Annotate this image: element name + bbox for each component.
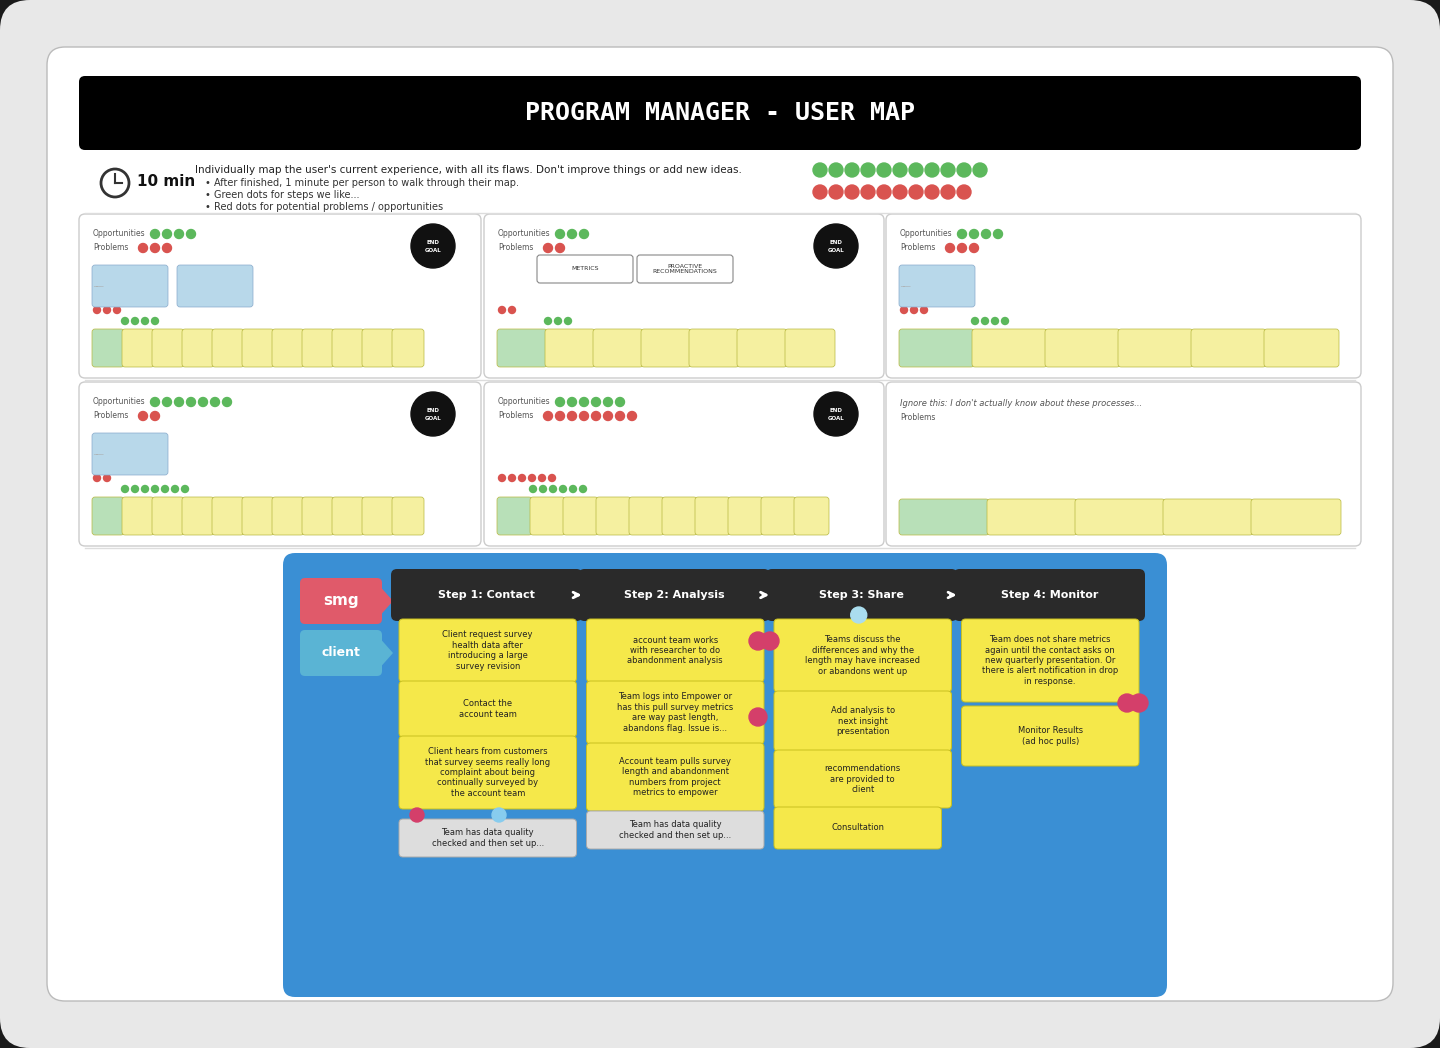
FancyBboxPatch shape xyxy=(986,499,1077,534)
Text: GOAL: GOAL xyxy=(828,415,844,420)
Circle shape xyxy=(940,163,955,177)
Text: END: END xyxy=(426,240,439,244)
FancyBboxPatch shape xyxy=(596,497,631,534)
FancyBboxPatch shape xyxy=(333,329,364,367)
FancyBboxPatch shape xyxy=(586,619,765,682)
Circle shape xyxy=(114,306,121,313)
Circle shape xyxy=(187,397,196,407)
Circle shape xyxy=(104,475,111,481)
Circle shape xyxy=(104,306,111,313)
FancyBboxPatch shape xyxy=(79,383,481,546)
FancyBboxPatch shape xyxy=(641,329,691,367)
Text: END: END xyxy=(829,408,842,413)
Text: client: client xyxy=(321,647,360,659)
Circle shape xyxy=(138,412,147,420)
Circle shape xyxy=(909,163,923,177)
Text: GOAL: GOAL xyxy=(425,247,442,253)
FancyBboxPatch shape xyxy=(242,497,274,534)
Circle shape xyxy=(121,485,128,493)
Text: Team has data quality
checked and then set up...: Team has data quality checked and then s… xyxy=(432,828,544,848)
Circle shape xyxy=(615,412,625,420)
FancyBboxPatch shape xyxy=(272,497,304,534)
FancyBboxPatch shape xyxy=(899,265,975,307)
Circle shape xyxy=(749,632,768,650)
FancyBboxPatch shape xyxy=(92,265,168,307)
Circle shape xyxy=(199,397,207,407)
Circle shape xyxy=(910,306,917,313)
Text: ___: ___ xyxy=(94,281,104,287)
Circle shape xyxy=(982,230,991,239)
FancyBboxPatch shape xyxy=(579,569,770,621)
Circle shape xyxy=(861,163,876,177)
FancyBboxPatch shape xyxy=(79,214,481,378)
FancyBboxPatch shape xyxy=(760,497,796,534)
FancyBboxPatch shape xyxy=(272,329,304,367)
Circle shape xyxy=(549,475,556,481)
Circle shape xyxy=(94,475,101,481)
FancyBboxPatch shape xyxy=(662,497,697,534)
FancyBboxPatch shape xyxy=(333,497,364,534)
Text: GOAL: GOAL xyxy=(425,415,442,420)
Circle shape xyxy=(151,318,158,325)
Text: Client hears from customers
that survey seems really long
complaint about being
: Client hears from customers that survey … xyxy=(425,747,550,798)
Circle shape xyxy=(1001,318,1008,325)
Text: GOAL: GOAL xyxy=(828,247,844,253)
Circle shape xyxy=(829,185,842,199)
Circle shape xyxy=(592,397,600,407)
Circle shape xyxy=(171,485,179,493)
FancyBboxPatch shape xyxy=(122,497,154,534)
Text: • Green dots for steps we like...: • Green dots for steps we like... xyxy=(204,190,360,200)
Circle shape xyxy=(210,397,219,407)
FancyBboxPatch shape xyxy=(484,214,884,378)
Text: Individually map the user's current experience, with all its flaws. Don't improv: Individually map the user's current expe… xyxy=(194,165,742,175)
Text: Step 4: Monitor: Step 4: Monitor xyxy=(1001,590,1097,601)
Circle shape xyxy=(410,808,423,822)
Circle shape xyxy=(131,318,138,325)
Circle shape xyxy=(992,318,998,325)
Circle shape xyxy=(814,185,827,199)
Circle shape xyxy=(567,397,576,407)
Circle shape xyxy=(508,475,516,481)
Text: Team does not share metrics
again until the contact asks on
new quarterly presen: Team does not share metrics again until … xyxy=(982,635,1119,685)
Text: Opportunities: Opportunities xyxy=(900,230,953,239)
Text: Contact the
account team: Contact the account team xyxy=(459,699,517,719)
Circle shape xyxy=(909,185,923,199)
Circle shape xyxy=(924,163,939,177)
FancyBboxPatch shape xyxy=(537,255,634,283)
FancyBboxPatch shape xyxy=(92,329,124,367)
Circle shape xyxy=(151,243,160,253)
Circle shape xyxy=(498,306,505,313)
FancyBboxPatch shape xyxy=(766,569,958,621)
Circle shape xyxy=(174,397,183,407)
FancyBboxPatch shape xyxy=(563,497,598,534)
Text: METRICS: METRICS xyxy=(572,266,599,271)
FancyBboxPatch shape xyxy=(737,329,788,367)
Circle shape xyxy=(151,485,158,493)
FancyBboxPatch shape xyxy=(300,578,382,624)
Circle shape xyxy=(544,318,552,325)
Circle shape xyxy=(174,230,183,239)
Circle shape xyxy=(550,485,556,493)
Text: recommendations
are provided to
client: recommendations are provided to client xyxy=(825,764,901,794)
Text: Consultation: Consultation xyxy=(831,824,884,832)
Text: • After finished, 1 minute per person to walk through their map.: • After finished, 1 minute per person to… xyxy=(204,178,518,188)
Polygon shape xyxy=(377,635,393,671)
FancyBboxPatch shape xyxy=(899,499,989,534)
Circle shape xyxy=(151,397,160,407)
FancyBboxPatch shape xyxy=(399,619,576,682)
Text: PROACTIVE
RECOMMENDATIONS: PROACTIVE RECOMMENDATIONS xyxy=(652,264,717,275)
Circle shape xyxy=(556,412,564,420)
FancyBboxPatch shape xyxy=(775,691,952,751)
Circle shape xyxy=(603,412,612,420)
Text: Problems: Problems xyxy=(94,412,128,420)
FancyBboxPatch shape xyxy=(886,214,1361,378)
Circle shape xyxy=(972,318,979,325)
Circle shape xyxy=(861,185,876,199)
FancyBboxPatch shape xyxy=(1117,329,1192,367)
Circle shape xyxy=(940,185,955,199)
FancyBboxPatch shape xyxy=(177,265,253,307)
FancyBboxPatch shape xyxy=(122,329,154,367)
FancyBboxPatch shape xyxy=(284,553,1166,997)
Polygon shape xyxy=(377,583,393,619)
